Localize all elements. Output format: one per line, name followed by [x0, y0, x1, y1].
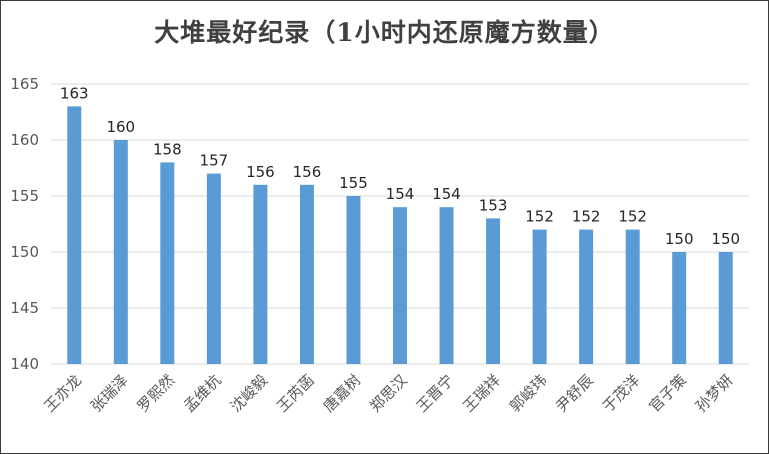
- bar-14: [672, 252, 687, 364]
- y-tick-label-155: 155: [10, 187, 39, 205]
- bars: [67, 106, 733, 365]
- data-labels: 163 160 158 157 156 156 155 154 154 153 152 152 152 1…: [60, 84, 740, 248]
- bar-3: [160, 162, 175, 364]
- data-label-11: 152: [525, 208, 554, 226]
- data-label-5: 156: [246, 163, 275, 181]
- bar-11: [532, 229, 547, 364]
- x-tick-label-12: 尹舒辰: [552, 371, 597, 416]
- y-axis-ticks: 140 145 150 155 160 165: [10, 75, 39, 373]
- bar-1: [67, 106, 82, 365]
- bar-7: [346, 196, 361, 364]
- data-label-1: 163: [60, 84, 89, 102]
- bar-6: [299, 184, 314, 364]
- data-label-14: 150: [665, 230, 694, 248]
- data-label-8: 154: [386, 185, 415, 203]
- x-tick-label-3: 罗熙然: [134, 371, 179, 416]
- x-tick-label-9: 王晋宁: [413, 371, 458, 416]
- x-tick-label-6: 王芮菡: [273, 371, 318, 416]
- x-axis-ticks: 王亦龙 张瑞泽 罗熙然 孟维杭 沈峻毅 王芮菡 唐嘉树 郑思汉 王晋宁 王瑞祥 郭峻玮 尹舒辰 于茂洋官…: [41, 371, 737, 416]
- bar-15: [718, 252, 733, 364]
- y-tick-label-145: 145: [10, 299, 39, 317]
- y-tick-label-140: 140: [10, 355, 39, 373]
- chart-title: 大堆最好纪录（1小时内还原魔方数量）: [154, 18, 615, 47]
- bar-5: [253, 184, 268, 364]
- bar-10: [486, 218, 501, 364]
- data-label-3: 158: [153, 140, 182, 158]
- data-label-13: 152: [618, 208, 647, 226]
- data-label-15: 150: [711, 230, 740, 248]
- bar-4: [206, 173, 221, 364]
- x-tick-label-1: 王亦龙: [41, 371, 86, 416]
- data-label-10: 153: [479, 196, 508, 214]
- y-tick-label-165: 165: [10, 75, 39, 93]
- data-label-2: 160: [106, 118, 135, 136]
- bar-13: [625, 229, 640, 364]
- x-tick-label-8: 郑思汉: [366, 371, 411, 416]
- x-tick-label-15: 孙梦妍: [692, 371, 737, 416]
- data-label-7: 155: [339, 174, 368, 192]
- bar-9: [439, 207, 454, 364]
- x-tick-label-4: 孟维杭: [180, 371, 225, 416]
- data-label-12: 152: [572, 208, 601, 226]
- data-label-4: 157: [200, 152, 229, 170]
- x-tick-label-7: 唐嘉树: [320, 371, 365, 416]
- data-label-9: 154: [432, 185, 461, 203]
- y-tick-label-150: 150: [10, 243, 39, 261]
- bar-12: [579, 229, 594, 364]
- x-tick-label-14: 官子策: [645, 371, 690, 416]
- x-tick-label-11: 郭峻玮: [506, 371, 551, 416]
- x-tick-label-5: 沈峻毅: [227, 371, 272, 416]
- bar-8: [393, 207, 407, 364]
- x-tick-label-2: 张瑞泽: [87, 371, 132, 416]
- bar-2: [113, 140, 128, 364]
- x-tick-label-10: 王瑞祥: [459, 371, 504, 416]
- x-tick-label-13: 于茂洋: [599, 371, 644, 416]
- y-tick-label-160: 160: [10, 131, 39, 149]
- data-label-6: 156: [293, 163, 322, 181]
